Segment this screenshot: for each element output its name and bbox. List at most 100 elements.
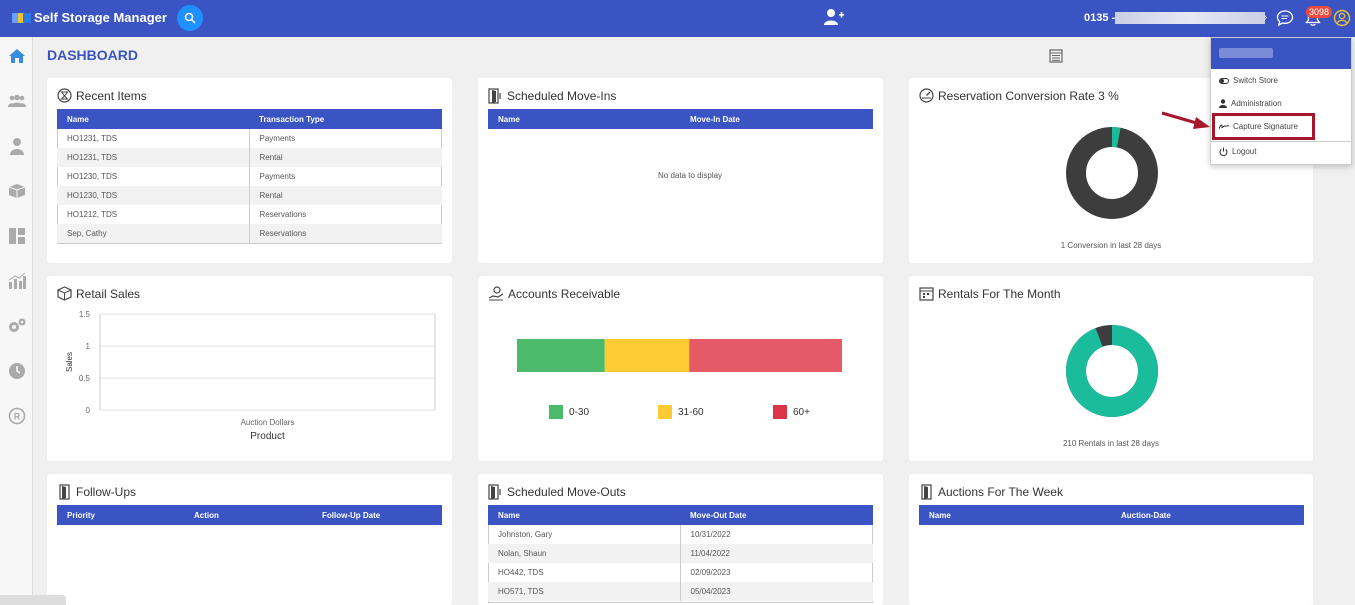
user-menu-header (1211, 38, 1351, 69)
legend-label: 60+ (793, 406, 810, 418)
app-logo[interactable]: Self Storage Manager (12, 10, 167, 25)
cell-name: HO571, TDS (488, 582, 681, 601)
table-row[interactable]: HO442, TDS 02/09/2023 (488, 563, 873, 582)
cell-name: Sep, Cathy (57, 224, 250, 243)
retail-sales-label: Retail Sales (76, 286, 141, 301)
move-outs-label: Scheduled Move-Outs (507, 485, 626, 499)
gauge-icon (919, 88, 934, 103)
auctions-table: Name Auction-Date (919, 505, 1304, 525)
recent-items-title: Recent Items (57, 88, 147, 103)
recent-icon (57, 88, 72, 103)
cell-type: Rental (249, 148, 442, 167)
move-ins-empty: No data to display (658, 171, 723, 180)
chevron-right-icon[interactable]: › (1264, 12, 1268, 23)
table-row[interactable]: HO1230, TDS Rental (57, 186, 442, 205)
money-hand-icon (488, 286, 504, 301)
legend-item-0-30[interactable]: 0-30 (549, 405, 589, 419)
conversion-label: Reservation Conversion Rate 3 % (938, 88, 1119, 103)
legend-label: 0-30 (569, 406, 590, 418)
sidebar-item-tenants[interactable] (7, 91, 27, 111)
follow-ups-card: Follow-Ups Priority Action Follow-Up Dat… (47, 474, 452, 605)
x-axis-label: Product (250, 431, 285, 442)
recent-items-table: Name Transaction Type HO1231, TDS Payment… (57, 109, 442, 243)
sidebar-item-dashboard[interactable] (7, 226, 27, 246)
add-user-icon (824, 9, 844, 25)
signature-icon (1219, 124, 1229, 130)
accounts-receivable-label: Accounts Receivable (508, 286, 621, 301)
toggle-icon (1219, 77, 1229, 84)
auctions-title: Auctions For The Week (919, 484, 1063, 500)
column-header-action: Action (184, 505, 312, 525)
cell-name: HO1230, TDS (57, 167, 250, 186)
follow-ups-table: Priority Action Follow-Up Date (57, 505, 442, 525)
cell-date: 02/09/2023 (690, 568, 731, 577)
menu-item-label: Capture Signature (1233, 122, 1298, 131)
store-name-redacted (1115, 12, 1265, 24)
retail-sales-chart: 1.5 1 0.5 0 Auction Dollars Product Sales (65, 310, 436, 442)
door-icon (921, 484, 932, 500)
menu-item-switch-store[interactable]: Switch Store (1219, 76, 1278, 85)
legend-item-31-60[interactable]: 31-60 (658, 405, 704, 419)
menu-item-administration[interactable]: Administration (1219, 99, 1282, 108)
user-menu-dropdown: Switch Store Administration Capture Sign… (1210, 37, 1352, 165)
accounts-receivable-title: Accounts Receivable (488, 286, 620, 301)
table-row[interactable]: Sep, Cathy Reservations (57, 224, 442, 243)
menu-item-logout[interactable]: Logout (1219, 147, 1256, 156)
chat-icon (1276, 10, 1294, 27)
ar-bar-segment (689, 339, 842, 372)
user-menu-button[interactable] (1333, 9, 1351, 32)
table-row[interactable]: HO1231, TDS Payments (57, 129, 442, 148)
column-header-follow-up-date: Follow-Up Date (312, 505, 442, 525)
clock-icon (9, 363, 25, 379)
rentals-caption: 210 Rentals in last 28 days (1062, 439, 1160, 448)
table-row[interactable]: HO1230, TDS Payments (57, 167, 442, 186)
search-icon (184, 12, 196, 24)
rentals-title: Rentals For The Month (919, 286, 1061, 301)
cell-name: HO1212, TDS (57, 205, 250, 224)
column-header-name: Name (919, 505, 1111, 525)
conversion-donut-fill (1066, 127, 1158, 219)
chat-button[interactable] (1276, 9, 1294, 32)
y-tick-label: 0 (86, 406, 91, 415)
app-title: Self Storage Manager (34, 10, 167, 25)
table-row[interactable]: HO1212, TDS Reservations (57, 205, 442, 224)
move-ins-card: Scheduled Move-Ins Name Move-In Date No … (478, 78, 883, 263)
table-row[interactable]: HO1231, TDS Rental (57, 148, 442, 167)
menu-item-label: Administration (1231, 99, 1282, 108)
search-button[interactable] (177, 5, 203, 31)
sidebar-item-history[interactable] (7, 361, 27, 381)
menu-item-capture-signature[interactable]: Capture Signature (1219, 122, 1298, 131)
users-icon (8, 94, 26, 107)
person-icon (10, 138, 24, 155)
table-row[interactable]: HO571, TDS 05/04/2023 (488, 582, 873, 601)
cell-date: 11/04/2022 (680, 544, 873, 563)
y-axis-label: Sales (65, 352, 74, 372)
chart-icon (8, 273, 26, 289)
registered-icon: R (8, 407, 26, 425)
cell-name: HO1231, TDS (57, 148, 250, 167)
cell-name: HO442, TDS (488, 563, 681, 582)
sidebar-item-units[interactable] (7, 181, 27, 201)
column-header-auction-date: Auction-Date (1111, 505, 1304, 525)
legend-item-60-plus[interactable]: 60+ (773, 405, 810, 419)
sidebar-item-home[interactable] (7, 46, 27, 66)
sidebar-item-registered[interactable]: R (7, 406, 27, 426)
conversion-donut-rest (1066, 127, 1158, 219)
calendar-button[interactable] (1049, 49, 1063, 68)
move-ins-label: Scheduled Move-Ins (507, 89, 617, 103)
annotation-highlight-box (1212, 113, 1315, 140)
table-row[interactable]: Johnston, Gary 10/31/2022 (488, 525, 873, 544)
add-user-button[interactable] (823, 8, 845, 31)
legend-swatch (549, 405, 563, 419)
move-outs-card: Scheduled Move-Outs Name Move-Out Date J… (478, 474, 883, 605)
legend-swatch (773, 405, 787, 419)
store-label[interactable]: 0135 - (1084, 12, 1116, 24)
sidebar-item-settings[interactable] (7, 316, 27, 336)
sidebar-item-reports[interactable] (7, 271, 27, 291)
sidebar-item-person[interactable] (7, 136, 27, 156)
recent-items-label: Recent Items (76, 88, 147, 103)
table-row[interactable]: Nolan, Shaun 11/04/2022 (488, 544, 873, 563)
home-icon (9, 49, 25, 63)
logo-icon (12, 11, 32, 25)
recent-items-card: Recent Items Name Transaction Type HO123… (47, 78, 452, 263)
